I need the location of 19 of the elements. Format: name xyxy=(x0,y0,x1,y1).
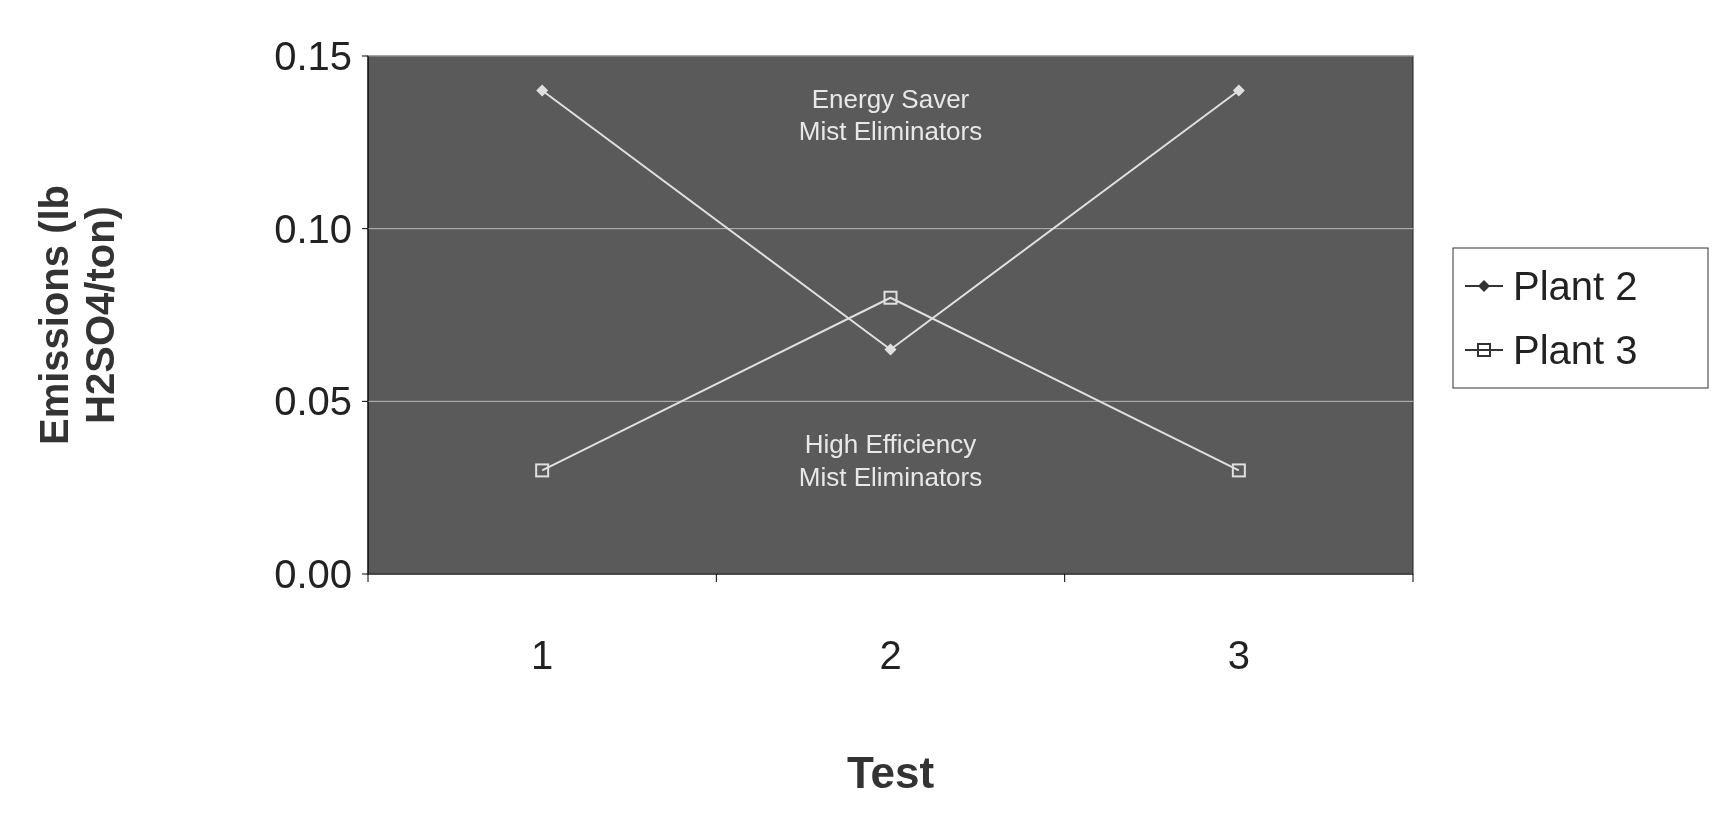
y-tick-label: 0.00 xyxy=(274,552,352,596)
x-axis-title: Test xyxy=(846,748,935,797)
point xyxy=(1231,463,1246,478)
point xyxy=(883,290,898,305)
point xyxy=(1232,84,1245,97)
text: Plant 2 xyxy=(1513,264,1638,308)
point xyxy=(535,463,550,478)
x-tick-label: 1 xyxy=(531,633,554,677)
text: Plant 3 xyxy=(1513,328,1638,372)
y-tick-label: 0.05 xyxy=(274,379,352,424)
y-tick-label: 0.10 xyxy=(274,206,352,251)
annotation: High Efficiency Mist Eliminators xyxy=(798,429,983,492)
y-tick-label: 0.15 xyxy=(274,34,352,78)
x-tick-label: 3 xyxy=(1227,633,1250,677)
y-axis-title: Emissions (lb H2SO4/ton) xyxy=(32,184,122,446)
point xyxy=(536,84,549,97)
point xyxy=(884,343,897,356)
x-tick-label: 2 xyxy=(879,633,902,677)
annotation: Energy Saver Mist Eliminators xyxy=(798,83,983,147)
